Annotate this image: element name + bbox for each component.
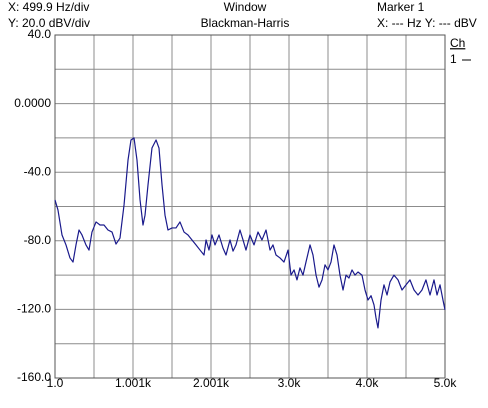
plot-frame xyxy=(54,34,446,379)
y-tick-label: -80.0 xyxy=(24,233,52,247)
y-tick-label: -40.0 xyxy=(24,164,52,178)
window-type: Blackman-Harris xyxy=(201,16,290,30)
x-tick-label: 3.0k xyxy=(278,376,302,390)
x-tick-label: 4.0k xyxy=(356,376,380,390)
x-tick-label: 2.001k xyxy=(193,376,230,390)
x-tick-label: 5.0k xyxy=(434,376,458,390)
legend-entry: 1 xyxy=(450,52,457,66)
x-scale: X: 499.9 Hz/div xyxy=(8,0,89,14)
y-scale: Y: 20.0 dBV/div xyxy=(8,16,90,30)
y-tick-label: -120.0 xyxy=(17,302,51,316)
y-tick-label: 40.0 xyxy=(28,27,52,41)
y-tick-label: 0.0000 xyxy=(14,96,51,110)
legend-title: Ch xyxy=(450,36,465,50)
marker-label: Marker 1 xyxy=(377,0,425,14)
trace xyxy=(54,137,446,329)
marker-readout: X: --- Hz Y: --- dBV xyxy=(377,16,477,30)
window-label: Window xyxy=(224,0,267,14)
y-tick-label: -160.0 xyxy=(17,370,51,384)
x-tick-label: 1.001k xyxy=(115,376,152,390)
x-tick-label: 1.0 xyxy=(47,376,64,390)
